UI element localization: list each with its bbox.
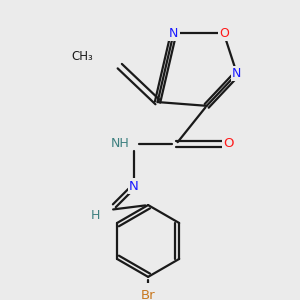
Text: O: O [219, 27, 229, 40]
Text: N: N [232, 67, 242, 80]
Text: O: O [224, 137, 234, 150]
Text: N: N [169, 27, 178, 40]
Text: Br: Br [141, 289, 155, 300]
Text: H: H [91, 209, 100, 222]
Text: N: N [129, 180, 139, 193]
Text: CH₃: CH₃ [71, 50, 93, 63]
Text: NH: NH [110, 137, 129, 150]
